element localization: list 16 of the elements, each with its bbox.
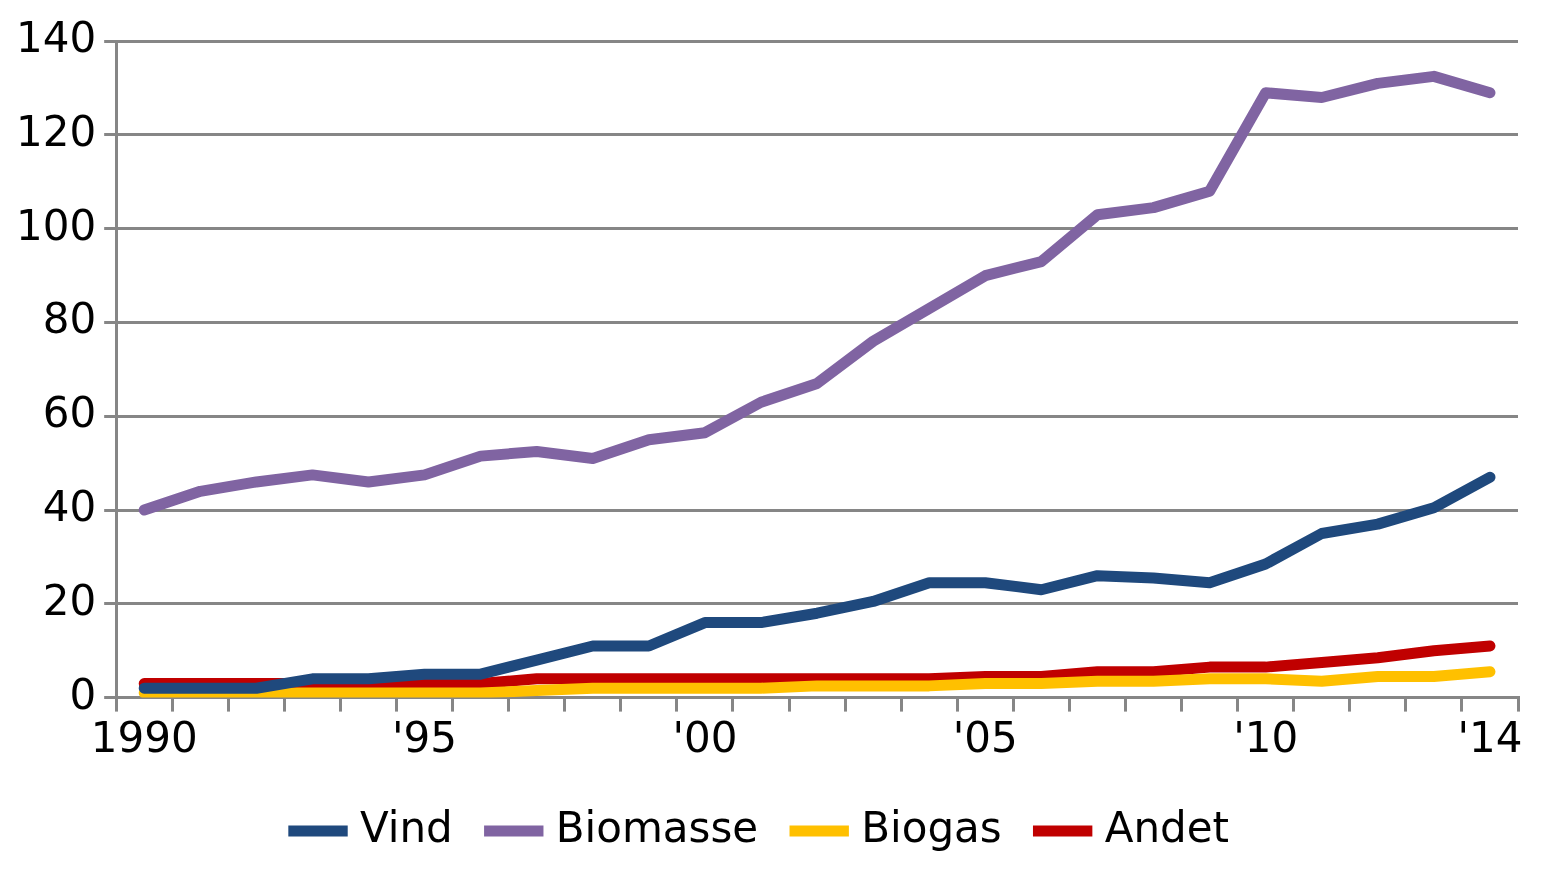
x-tick-label: '05 (952, 712, 1018, 762)
y-tick-label: 100 (15, 200, 97, 250)
legend-label: Andet (1104, 802, 1229, 852)
legend-label: Biogas (861, 802, 1002, 852)
y-tick-label: 120 (15, 106, 97, 156)
legend-label: Biomasse (555, 802, 759, 852)
y-tick-label: 40 (42, 481, 97, 531)
x-tick-label: '00 (672, 712, 738, 762)
legend-label: Vind (360, 802, 453, 852)
x-tick-label: '10 (1233, 712, 1299, 762)
y-tick-label: 80 (42, 294, 97, 344)
y-tick-label: 20 (42, 575, 97, 625)
y-tick-label: 140 (15, 13, 97, 63)
y-tick-label: 60 (42, 388, 97, 438)
x-tick-label: '14 (1457, 712, 1523, 762)
x-tick-label: '95 (392, 712, 458, 762)
